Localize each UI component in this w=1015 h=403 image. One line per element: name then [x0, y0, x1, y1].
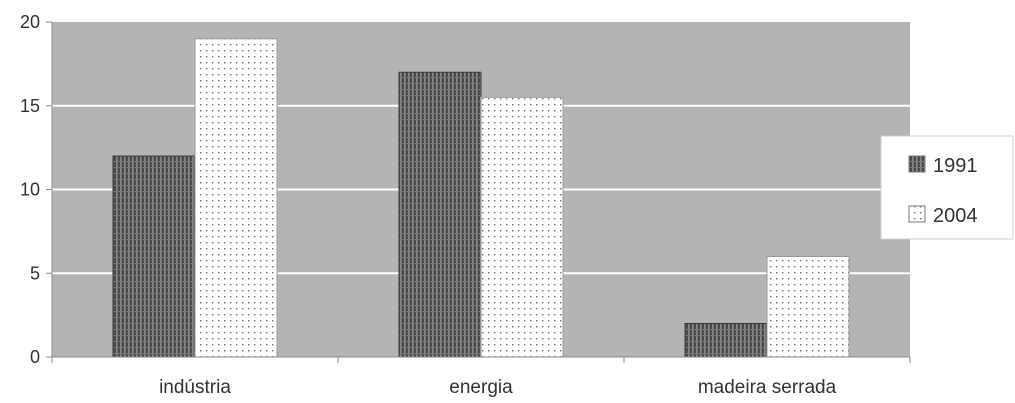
x-tick-label: indústria	[159, 377, 231, 398]
bar-2004-0	[194, 38, 278, 358]
bar-2004-1	[480, 96, 564, 358]
y-tick-labels: 0 5 10 15 20	[20, 12, 40, 367]
x-tick-label: madeira serrada	[698, 377, 837, 398]
legend-label: 1991	[933, 155, 978, 177]
x-tick-label: energia	[449, 377, 513, 398]
y-tick-label: 15	[20, 96, 40, 116]
legend-label: 2004	[933, 205, 978, 227]
bar-1991-2	[684, 323, 768, 358]
y-tick-label: 5	[30, 263, 40, 283]
legend: 1991 2004	[880, 135, 1014, 240]
legend-swatch-2004	[908, 205, 926, 223]
y-tick-label: 20	[20, 12, 40, 32]
bar-2004-2	[766, 256, 850, 358]
y-tick-label: 0	[30, 347, 40, 367]
bar-1991-0	[112, 155, 196, 358]
axes	[46, 21, 911, 363]
y-tick-label: 10	[20, 180, 40, 200]
bar-1991-1	[398, 71, 482, 358]
legend-box	[880, 135, 1014, 240]
bars	[112, 38, 850, 358]
legend-swatch-1991	[908, 155, 926, 173]
x-tick-labels: indústria energia madeira serrada	[159, 377, 837, 398]
